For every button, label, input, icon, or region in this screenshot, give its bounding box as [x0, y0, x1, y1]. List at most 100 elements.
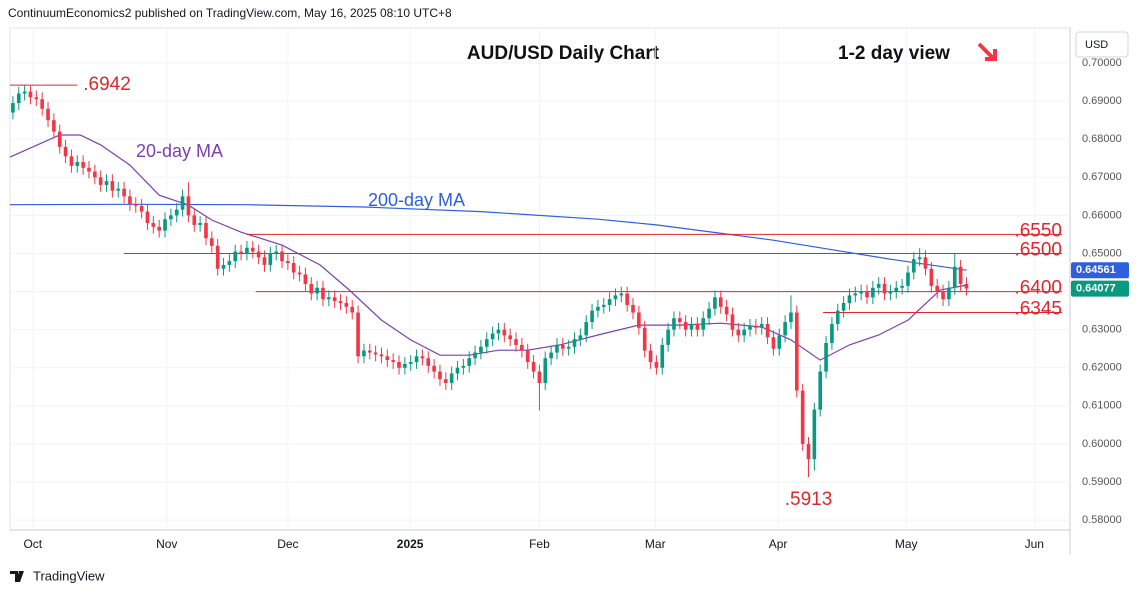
candle-body — [28, 91, 33, 98]
publisher-header: ContinuumEconomics2 published on Trading… — [8, 6, 452, 20]
x-tick-label: Feb — [529, 537, 550, 551]
candle-body — [444, 379, 448, 383]
chart-title: AUD/USD Daily Chart — [467, 43, 660, 64]
down-arrow-icon — [977, 42, 997, 61]
candle-body — [397, 362, 401, 368]
candle-body — [964, 283, 969, 289]
level-label: .6550 — [1014, 220, 1062, 241]
candle-body — [75, 162, 80, 166]
candle-body — [871, 287, 875, 298]
candle-body — [274, 251, 278, 254]
candle-body — [648, 350, 653, 363]
candle-body — [169, 215, 173, 220]
candle-body — [929, 268, 934, 286]
y-tick-label: 0.60000 — [1082, 438, 1122, 450]
candle-body — [865, 291, 869, 298]
candle-body — [882, 283, 887, 294]
candle-body — [754, 325, 758, 328]
candle-body — [338, 301, 343, 303]
candle-body — [221, 264, 226, 269]
candle-body — [566, 346, 571, 349]
candle-body — [250, 247, 255, 252]
candle-body — [268, 253, 273, 265]
candle-body — [215, 245, 220, 269]
footer-brand: TradingView — [33, 568, 105, 583]
candle-body — [356, 312, 360, 357]
x-tick-label: Mar — [645, 537, 666, 551]
candle-body — [683, 322, 688, 330]
candle-body — [303, 274, 308, 284]
candle-body — [654, 362, 659, 368]
candle-body — [660, 344, 665, 368]
tradingview-logo — [10, 571, 24, 582]
candle-body — [403, 363, 407, 368]
candle-body — [227, 261, 232, 265]
x-tick-label: Jun — [1025, 537, 1044, 551]
candle-body — [87, 167, 91, 172]
candle-body — [11, 103, 15, 113]
candle-body — [911, 259, 916, 273]
candle-body — [695, 323, 700, 330]
candle-body — [104, 181, 109, 185]
y-tick-label: 0.58000 — [1082, 514, 1122, 526]
candle-body — [537, 371, 542, 383]
candle-body — [98, 177, 103, 185]
candle-body — [291, 263, 296, 273]
candle-body — [783, 322, 787, 336]
y-tick-label: 0.61000 — [1082, 400, 1122, 412]
candle-body — [935, 285, 940, 292]
y-tick-label: 0.62000 — [1082, 362, 1122, 374]
candle-body — [613, 295, 618, 300]
candle-body — [426, 358, 431, 366]
y-tick-label: 0.63000 — [1082, 324, 1122, 336]
candle-body — [420, 356, 425, 359]
level-label: .5913 — [785, 489, 833, 510]
y-tick-label: 0.67000 — [1082, 171, 1122, 183]
candle-body — [133, 203, 138, 206]
candle-body — [707, 308, 711, 319]
candle-body — [344, 302, 349, 307]
y-tick-label: 0.66000 — [1082, 209, 1122, 221]
candle-body — [853, 293, 858, 296]
currency[interactable]: USD — [1085, 39, 1108, 51]
candle-body — [57, 131, 62, 147]
candle-body — [180, 196, 185, 210]
candle-body — [578, 335, 583, 340]
y-tick-label: 0.68000 — [1082, 133, 1122, 145]
candle-body — [637, 312, 641, 328]
candle-body — [379, 354, 384, 357]
candle-body — [467, 358, 472, 366]
candle-body — [408, 362, 413, 364]
currency-box[interactable] — [1075, 31, 1129, 58]
level-label: .6345 — [1014, 299, 1062, 320]
y-tick-label: 0.70000 — [1082, 57, 1122, 69]
candle-body — [81, 162, 85, 168]
candle-body — [116, 188, 121, 191]
candle-body — [128, 196, 132, 204]
candle-body — [947, 287, 951, 300]
candle-body — [514, 339, 518, 345]
candle-body — [502, 329, 507, 336]
candle-body — [414, 356, 419, 363]
price-label-box — [1071, 280, 1129, 297]
candle-body — [748, 325, 752, 330]
level-label: .6942 — [83, 74, 131, 95]
price-label-box — [1071, 262, 1129, 279]
candle-body — [367, 350, 372, 353]
candle-body — [262, 257, 267, 265]
candle-body — [233, 251, 238, 262]
candle-body — [508, 335, 512, 340]
candle-body — [555, 344, 559, 353]
candle-body — [332, 297, 337, 302]
candle-body — [525, 350, 530, 363]
price-label: 0.64077 — [1076, 283, 1116, 295]
candle-body — [297, 272, 302, 275]
candle-body — [16, 93, 21, 104]
candle-body — [724, 306, 729, 315]
candle-body — [280, 251, 284, 262]
candle-body — [777, 335, 782, 349]
candle-body — [245, 247, 249, 254]
x-tick-label: Apr — [769, 537, 788, 551]
candle-body — [549, 352, 553, 359]
candle-body — [309, 283, 314, 294]
